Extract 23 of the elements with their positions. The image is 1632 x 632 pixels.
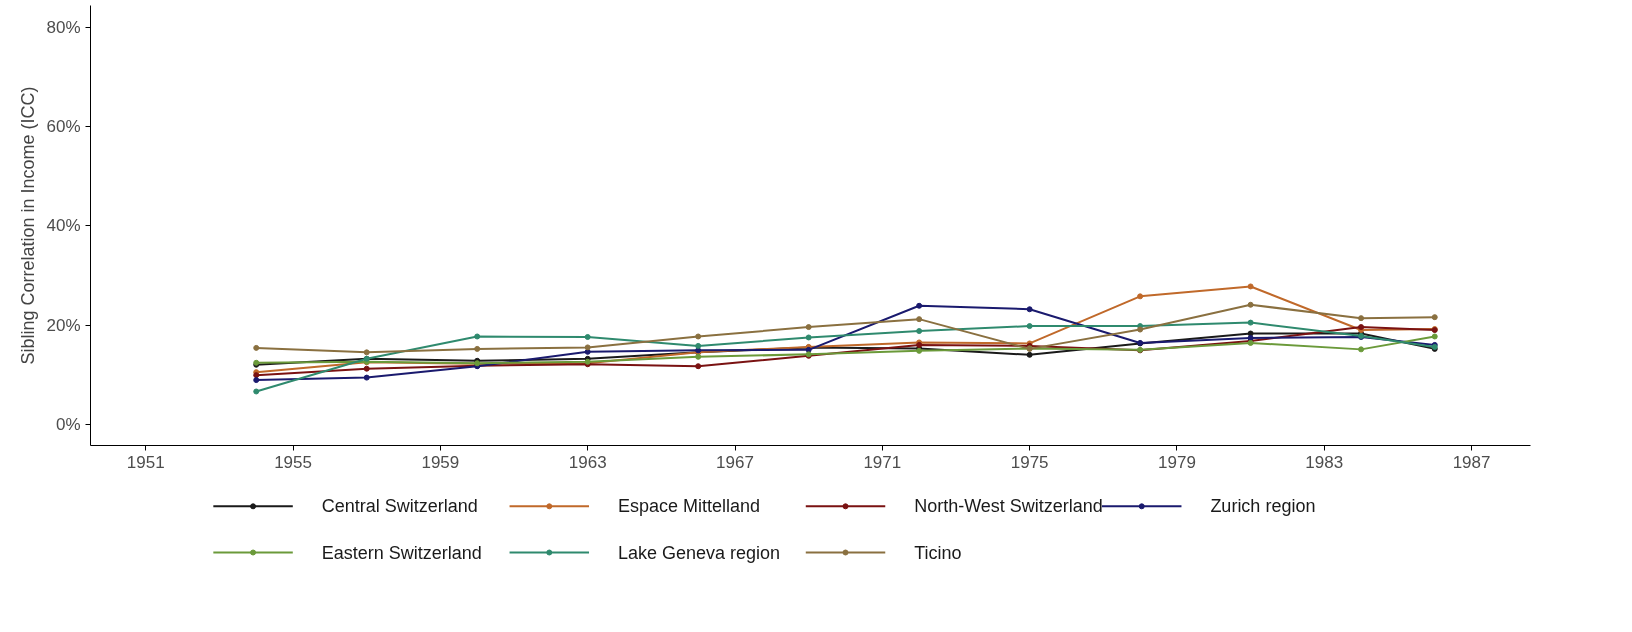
legend-label: Lake Geneva region — [617, 542, 781, 563]
x-tick-label: 1955 — [274, 452, 312, 472]
legend-label: Ticino — [914, 542, 962, 563]
x-tick-label: 1963 — [568, 452, 607, 472]
y-tick-label: 20% — [46, 315, 81, 335]
y-axis-title: Sibling Correlation in Income (ICC) — [18, 86, 39, 365]
legend-label: North-West Switzerland — [914, 496, 1103, 517]
y-tick-label: 60% — [46, 117, 81, 137]
legend-label: Eastern Switzerland — [321, 542, 482, 563]
x-tick-label: 1967 — [716, 452, 754, 472]
x-tick-label: 1951 — [126, 452, 165, 472]
x-tick-label: 1987 — [1452, 452, 1491, 472]
legend-label: Zurich region — [1210, 496, 1316, 517]
x-tick-label: 1971 — [863, 452, 902, 472]
x-tick-label: 1979 — [1158, 452, 1196, 472]
x-tick-label: 1975 — [1010, 452, 1049, 472]
y-tick-label: 0% — [55, 414, 81, 434]
x-tick-label: 1983 — [1305, 452, 1344, 472]
x-tick-label: 1959 — [421, 452, 460, 472]
y-tick-label: 80% — [46, 18, 81, 38]
y-tick-label: 40% — [46, 216, 81, 236]
legend-label: Central Switzerland — [321, 496, 478, 517]
legend-label: Espace Mittelland — [617, 496, 760, 517]
